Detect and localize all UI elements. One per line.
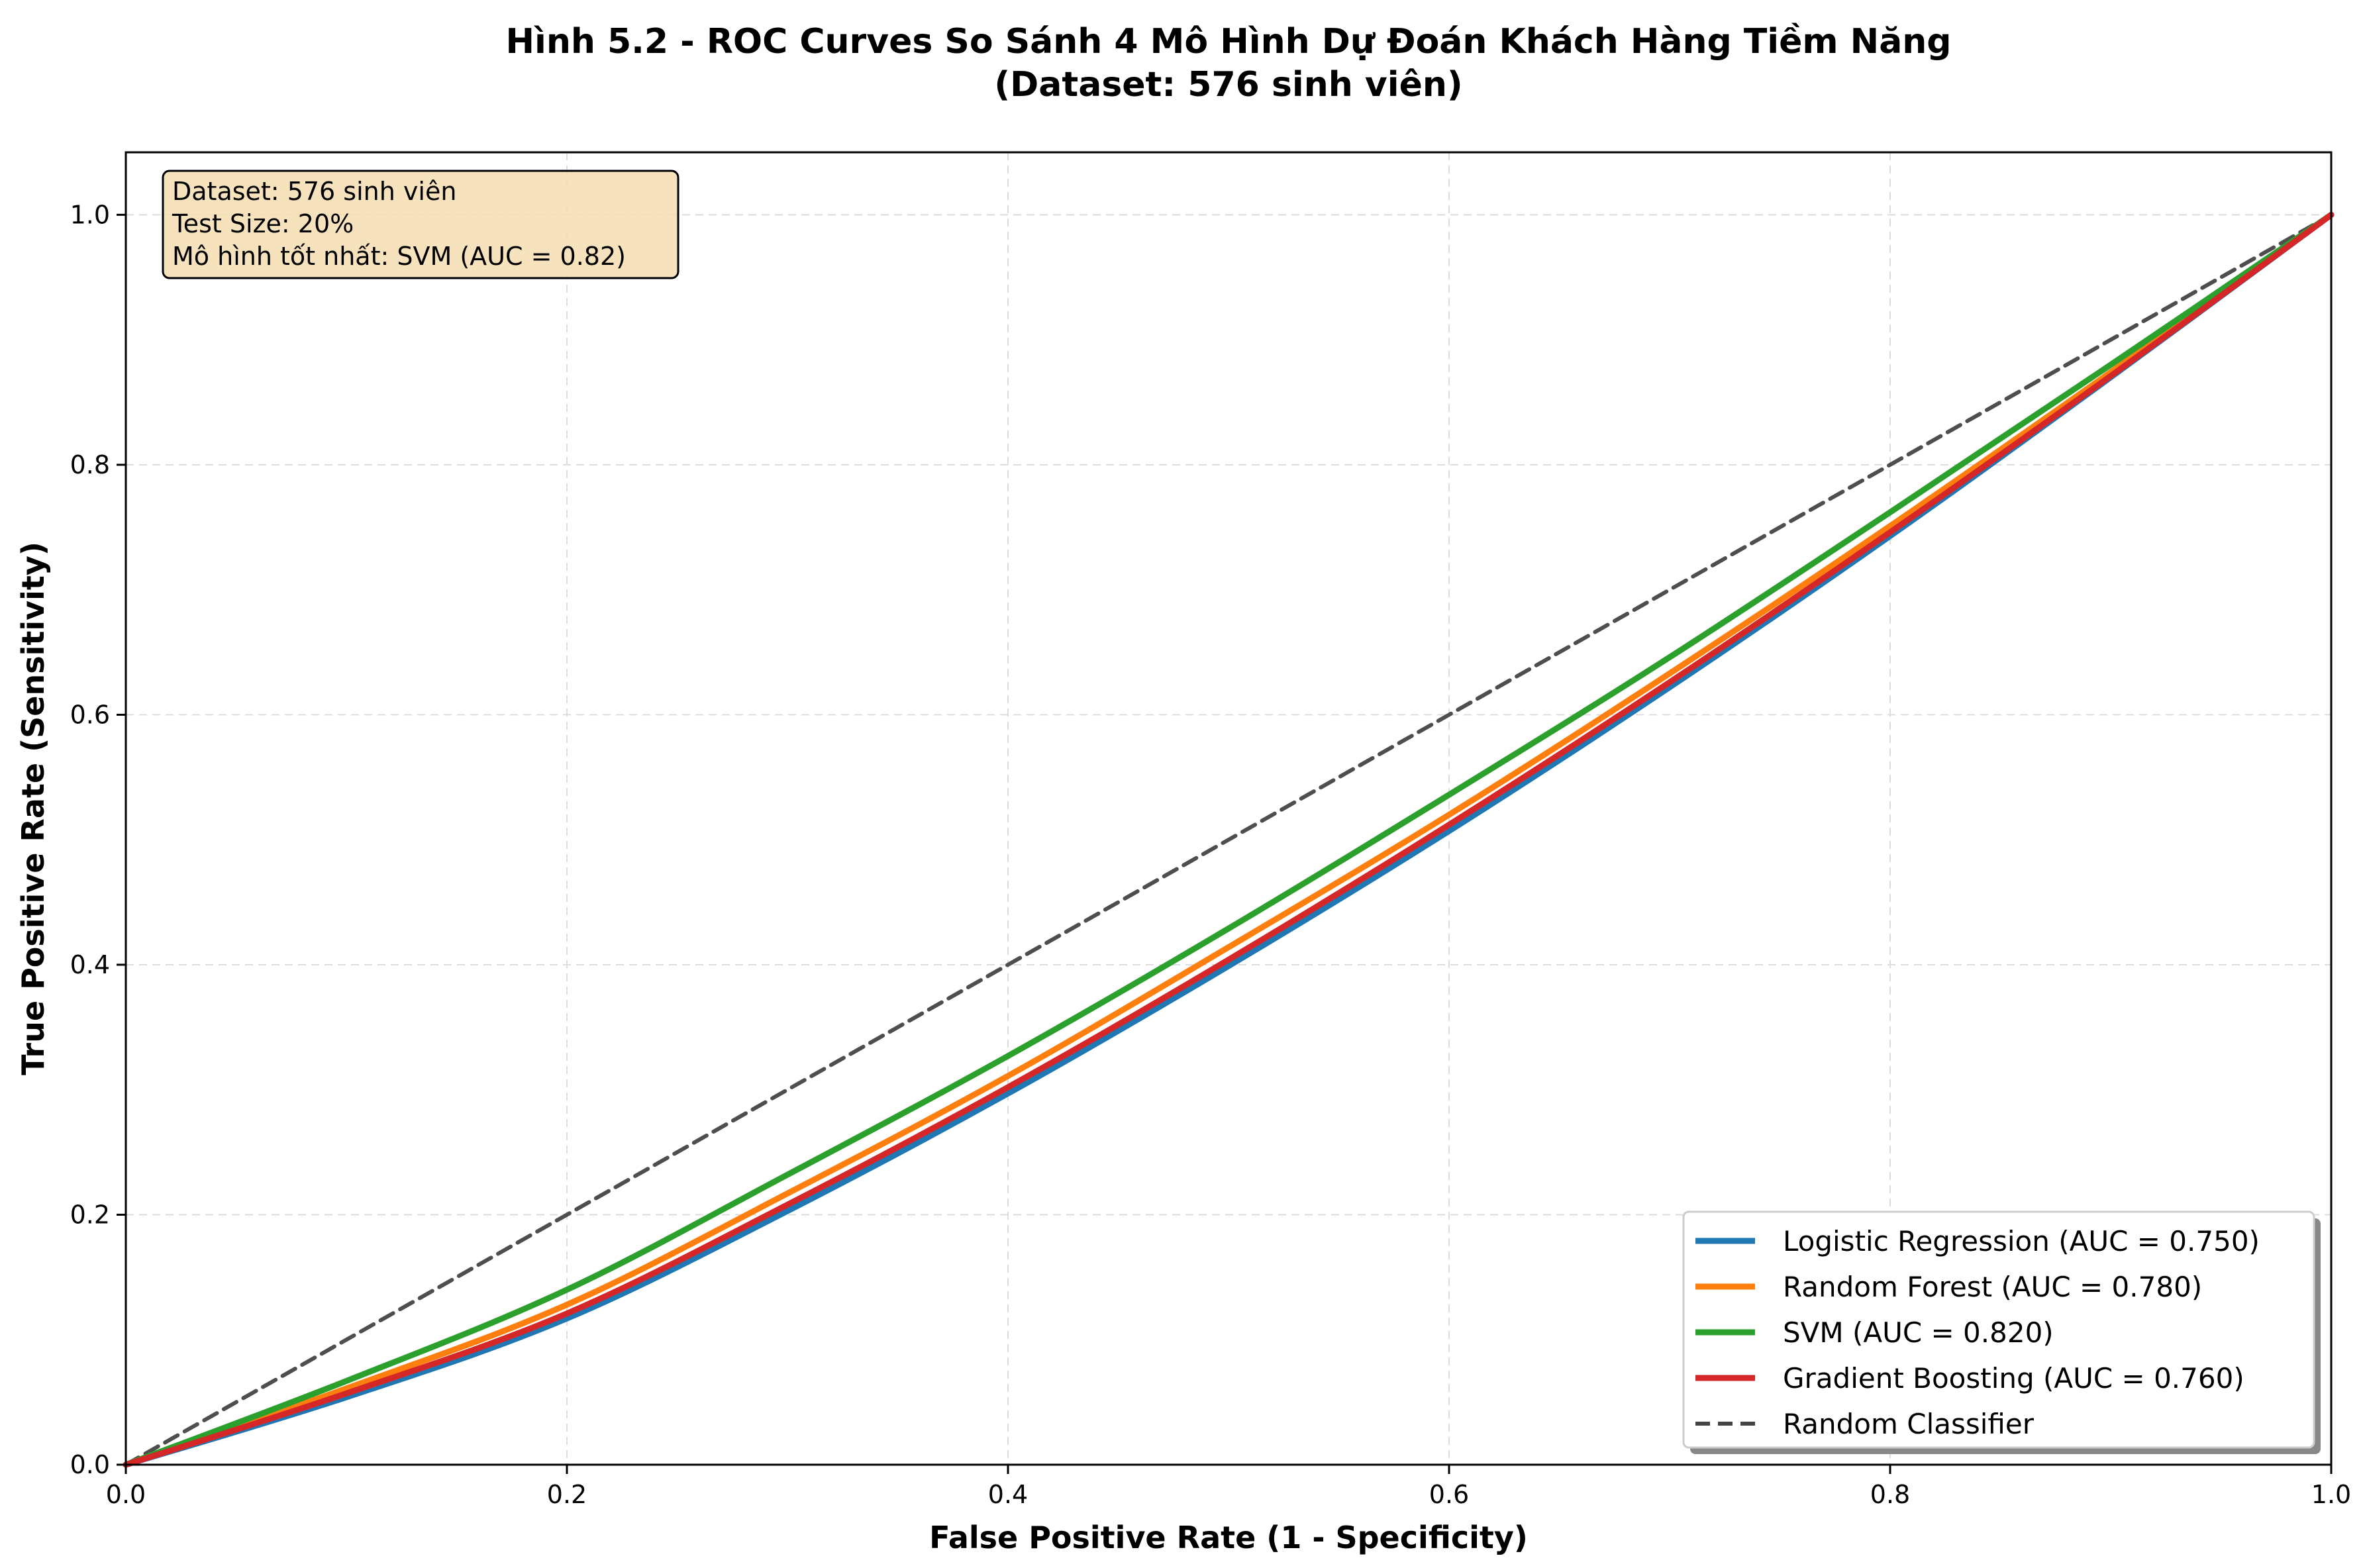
legend-label: Gradient Boosting (AUC = 0.760) <box>1783 1362 2244 1395</box>
legend: Logistic Regression (AUC = 0.750) Random … <box>1682 1210 2321 1454</box>
legend-box <box>1682 1210 2315 1449</box>
info-box-background <box>162 170 679 279</box>
legend-items: Logistic Regression (AUC = 0.750) Random … <box>1695 1225 2260 1440</box>
legend-label: SVM (AUC = 0.820) <box>1783 1316 2054 1349</box>
legend-label: Logistic Regression (AUC = 0.750) <box>1783 1225 2260 1257</box>
y-tick-label: 1.0 <box>70 200 110 229</box>
x-tick-label: 0.8 <box>1870 1480 1910 1509</box>
x-tick-label: 0.0 <box>106 1480 146 1509</box>
chart-title: Hình 5.2 - ROC Curves So Sánh 4 Mô Hình … <box>505 22 1951 62</box>
legend-label: Random Forest (AUC = 0.780) <box>1783 1271 2202 1303</box>
legend-label: Random Classifier <box>1783 1408 2035 1440</box>
info-line-test-size: Test Size: 20% <box>172 209 354 238</box>
series-line-4 <box>123 211 2335 1468</box>
info-line-dataset: Dataset: 576 sinh viên <box>172 177 456 206</box>
series-line-2 <box>123 211 2335 1468</box>
y-tick-label: 0.0 <box>70 1450 110 1479</box>
plot-frame <box>125 151 2333 1466</box>
x-tick-label: 0.2 <box>547 1480 587 1509</box>
y-tick-label: 0.6 <box>70 700 110 729</box>
series-line-5 <box>124 213 2333 1467</box>
x-tick-label: 1.0 <box>2311 1480 2351 1509</box>
axis-ticks: 0.0 0.2 0.4 0.6 0.8 1.0 0.0 0.2 0.4 0.6 0.8 1.0 <box>70 200 2352 1509</box>
series-line-3 <box>123 211 2335 1468</box>
series-lines <box>123 211 2335 1468</box>
x-tick-label: 0.4 <box>988 1480 1028 1509</box>
info-line-best-model: Mô hình tốt nhất: SVM (AUC = 0.82) <box>172 242 626 271</box>
chart-subtitle: (Dataset: 576 sinh viên) <box>994 65 1462 105</box>
y-tick-label: 0.8 <box>70 450 110 479</box>
y-tick-label: 0.2 <box>70 1200 110 1229</box>
y-axis-label: True Positive Rate (Sensitivity) <box>15 542 51 1075</box>
y-tick-label: 0.4 <box>70 950 110 979</box>
info-box: Dataset: 576 sinh viên Test Size: 20% Mô… <box>162 170 679 279</box>
x-tick-label: 0.6 <box>1429 1480 1469 1509</box>
x-axis-label: False Positive Rate (1 - Specificity) <box>929 1520 1528 1555</box>
